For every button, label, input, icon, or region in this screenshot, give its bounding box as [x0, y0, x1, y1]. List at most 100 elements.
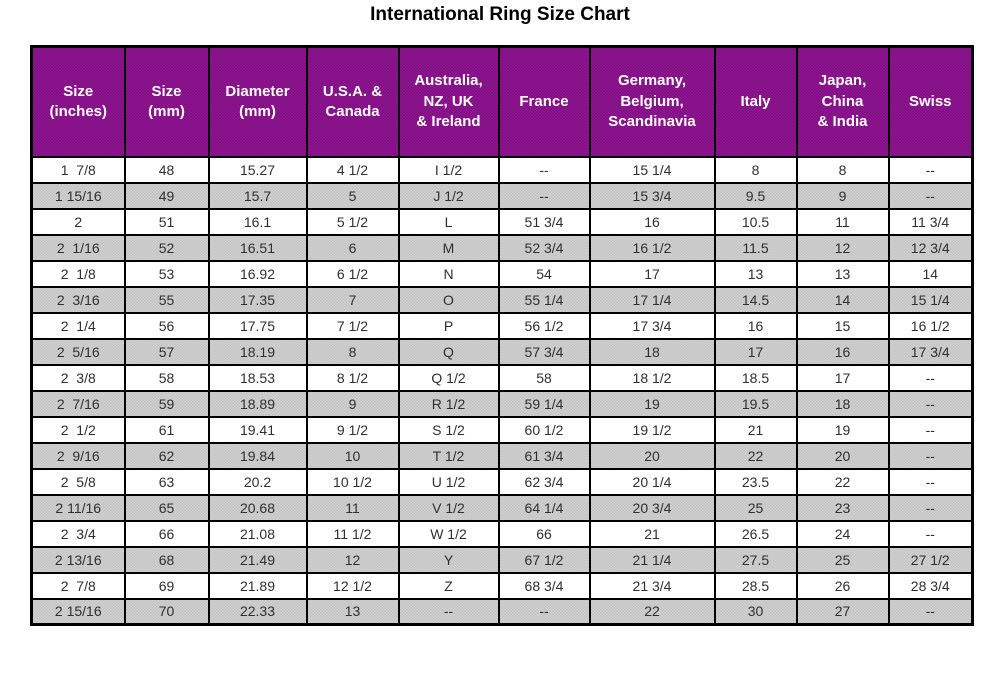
table-cell: 9 [795, 181, 890, 210]
table-cell: 51 3/4 [497, 207, 591, 236]
table-cell: 6 [305, 233, 400, 262]
table-cell: T 1/2 [397, 441, 500, 470]
table-cell: 2 7/16 [30, 389, 126, 418]
table-cell: 19.5 [713, 389, 798, 418]
table-cell: 69 [123, 571, 210, 600]
table-cell: 12 [305, 545, 400, 574]
page-title: International Ring Size Chart [370, 4, 630, 25]
table-cell: 2 7/8 [30, 571, 126, 600]
table-cell: 10 [305, 441, 400, 470]
table-cell: 56 [123, 311, 210, 340]
table-cell: 19 1/2 [588, 415, 716, 444]
table-cell: 57 3/4 [497, 337, 591, 366]
table-cell: V 1/2 [397, 493, 500, 522]
table-cell: 17 3/4 [887, 337, 974, 366]
table-cell: 19.41 [207, 415, 308, 444]
table-cell: 49 [123, 181, 210, 210]
table-row: 1 7/8 48 15.27 4 1/2 I 1/2 -- 15 1/4 8 8 -- [30, 155, 974, 184]
table-cell: -- [887, 389, 974, 418]
table-cell: 9 1/2 [305, 415, 400, 444]
table-cell: 28 3/4 [887, 571, 974, 600]
table-cell: -- [497, 155, 591, 184]
table-cell: 12 3/4 [887, 233, 974, 262]
table-cell: 11.5 [713, 233, 798, 262]
table-cell: 14.5 [713, 285, 798, 314]
table-cell: 1 7/8 [30, 155, 126, 184]
table-row: 2 9/16 62 19.84 10 T 1/2 61 3/4 20 22 20 -- [30, 441, 974, 470]
table-cell: 22.33 [207, 597, 308, 626]
table-row: 2 5/8 63 20.2 10 1/2 U 1/2 62 3/4 20 1/4 23.5 22… [30, 467, 974, 496]
column-header: France [497, 45, 591, 158]
table-cell: 61 3/4 [497, 441, 591, 470]
table-cell: 15.27 [207, 155, 308, 184]
table-cell: N [397, 259, 500, 288]
table-cell: 30 [713, 597, 798, 626]
column-header: U.S.A. & Canada [305, 45, 400, 158]
table-cell: -- [887, 363, 974, 392]
table-cell: -- [887, 519, 974, 548]
table-cell: 12 1/2 [305, 571, 400, 600]
table-cell: 19 [588, 389, 716, 418]
table-cell: 2 13/16 [30, 545, 126, 574]
table-cell: 20.68 [207, 493, 308, 522]
table-cell: -- [887, 467, 974, 496]
table-row: 2 13/16 68 21.49 12 Y 67 1/2 21 1/4 27.5 25 27 1/… [30, 545, 974, 574]
ring-size-table: Size (inches) Size (mm) Diameter (mm) U.S.A… [30, 45, 974, 626]
table-cell: 58 [497, 363, 591, 392]
table-cell: 10 1/2 [305, 467, 400, 496]
table-cell: S 1/2 [397, 415, 500, 444]
table-cell: -- [397, 597, 500, 626]
table-cell: 56 1/2 [497, 311, 591, 340]
table-cell: 20 3/4 [588, 493, 716, 522]
table-cell: 2 3/16 [30, 285, 126, 314]
table-cell: 25 [713, 493, 798, 522]
table-cell: 48 [123, 155, 210, 184]
table-cell: 7 1/2 [305, 311, 400, 340]
table-cell: 16 [713, 311, 798, 340]
table-cell: 20 1/4 [588, 467, 716, 496]
column-header: Size (inches) [30, 45, 126, 158]
table-cell: 21 3/4 [588, 571, 716, 600]
table-cell: 25 [795, 545, 890, 574]
table-cell: 15 3/4 [588, 181, 716, 210]
table-cell: 66 [123, 519, 210, 548]
table-cell: 18.89 [207, 389, 308, 418]
column-header: Australia, NZ, UK & Ireland [397, 45, 500, 158]
table-cell: 19.84 [207, 441, 308, 470]
table-cell: Q [397, 337, 500, 366]
table-cell: 8 [713, 155, 798, 184]
table-cell: 24 [795, 519, 890, 548]
table-cell: 16 1/2 [887, 311, 974, 340]
table-cell: 17 [588, 259, 716, 288]
table-row: 2 7/16 59 18.89 9 R 1/2 59 1/4 19 19.5 18 -- [30, 389, 974, 418]
table-cell: 17 [795, 363, 890, 392]
table-cell: 51 [123, 207, 210, 236]
table-cell: 15 [795, 311, 890, 340]
table-cell: 12 [795, 233, 890, 262]
table-cell: 2 1/8 [30, 259, 126, 288]
table-row: 2 3/8 58 18.53 8 1/2 Q 1/2 58 18 1/2 18.5 17 -- [30, 363, 974, 392]
table-cell: 18 [588, 337, 716, 366]
table-cell: R 1/2 [397, 389, 500, 418]
table-cell: 63 [123, 467, 210, 496]
table-cell: 20 [795, 441, 890, 470]
table-cell: -- [887, 493, 974, 522]
table-row: 2 5/16 57 18.19 8 Q 57 3/4 18 17 16 17 3/4 [30, 337, 974, 366]
table-cell: 54 [497, 259, 591, 288]
table-cell: 7 [305, 285, 400, 314]
table-cell: 6 1/2 [305, 259, 400, 288]
table-cell: 15 1/4 [887, 285, 974, 314]
table-cell: 22 [713, 441, 798, 470]
table-cell: 59 [123, 389, 210, 418]
table-cell: 15.7 [207, 181, 308, 210]
table-cell: 2 1/2 [30, 415, 126, 444]
table-cell: 66 [497, 519, 591, 548]
table-cell: 17 1/4 [588, 285, 716, 314]
table-cell: -- [497, 181, 591, 210]
table-cell: 68 3/4 [497, 571, 591, 600]
table-cell: 61 [123, 415, 210, 444]
table-cell: -- [887, 155, 974, 184]
table-cell: 4 1/2 [305, 155, 400, 184]
table-cell: -- [497, 597, 591, 626]
table-cell: 2 3/4 [30, 519, 126, 548]
